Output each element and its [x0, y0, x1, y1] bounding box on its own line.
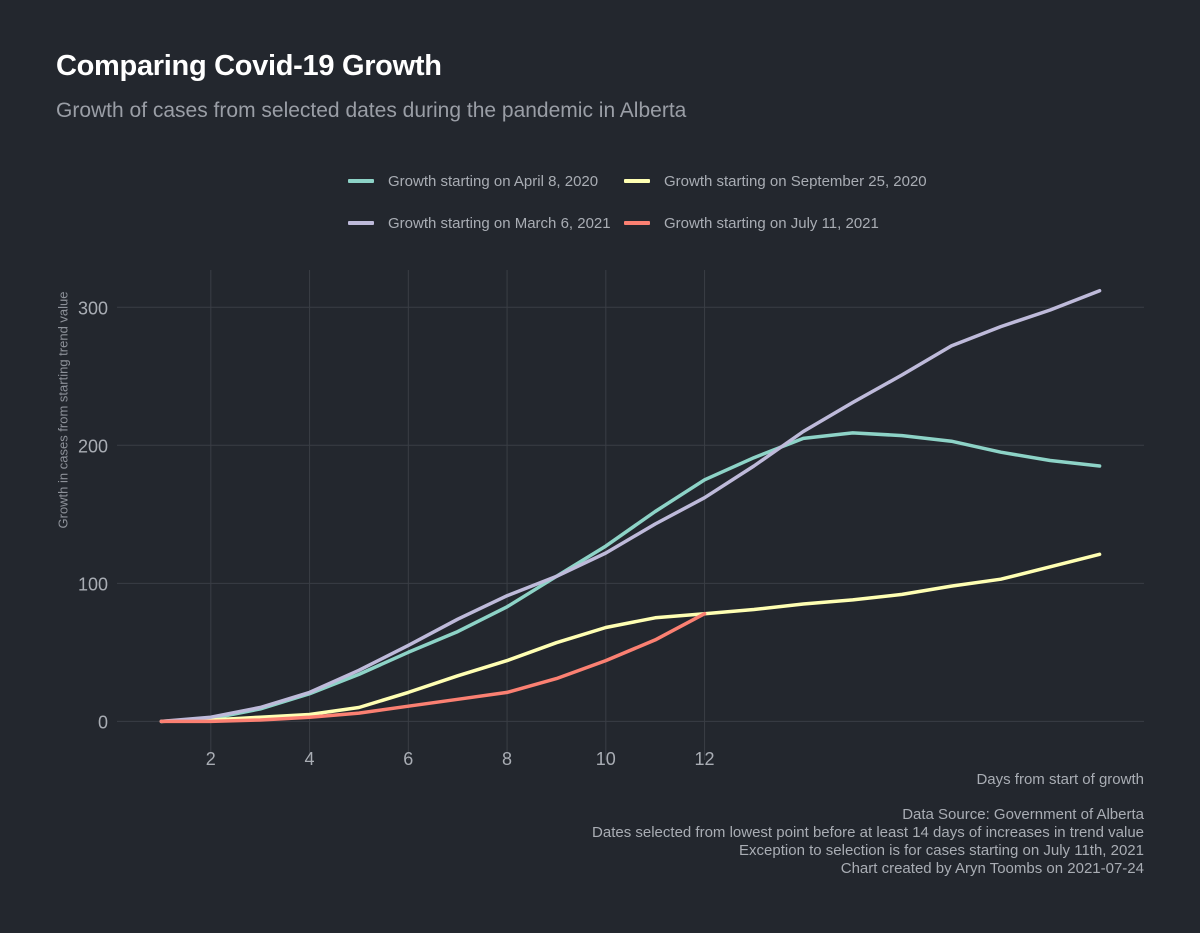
legend-label-march-2021: Growth starting on March 6, 2021 [388, 214, 611, 232]
legend-item-april-2020: Growth starting on April 8, 2020 [348, 171, 598, 191]
y-tick-label-100: 100 [78, 574, 108, 594]
legend-label-july-2021: Growth starting on July 11, 2021 [664, 214, 879, 232]
x-tick-label-10: 10 [596, 749, 616, 769]
legend-label-april-2020: Growth starting on April 8, 2020 [388, 172, 599, 190]
caption-line-source: Data Source: Government of Alberta [902, 806, 1144, 823]
y-tick-label-0: 0 [98, 712, 108, 732]
x-axis-label: Days from start of growth [976, 771, 1144, 788]
grid-lines [117, 270, 1144, 760]
x-tick-label-8: 8 [502, 749, 512, 769]
x-tick-label-2: 2 [206, 749, 216, 769]
caption-line-selection: Dates selected from lowest point before … [592, 824, 1144, 841]
legend-swatch-july-2021 [624, 221, 650, 225]
x-tick-label-4: 4 [305, 749, 315, 769]
chart-title: Comparing Covid-19 Growth [56, 50, 442, 82]
legend-swatch-april-2020 [348, 179, 374, 183]
x-tick-label-6: 6 [403, 749, 413, 769]
legend-label-september-2020: Growth starting on September 25, 2020 [664, 172, 927, 190]
series-line-2 [159, 288, 1102, 724]
y-tick-label-200: 200 [78, 436, 108, 456]
axis-tick-labels: 0 100 200 300 2 4 6 8 10 12 [78, 298, 715, 769]
chart-caption: Data Source: Government of Alberta Dates… [592, 806, 1144, 878]
x-tick-label-12: 12 [695, 749, 715, 769]
legend-item-july-2021: Growth starting on July 11, 2021 [624, 213, 879, 233]
caption-line-exception: Exception to selection is for cases star… [739, 842, 1144, 859]
legend-swatch-september-2020 [624, 179, 650, 183]
series-line-0 [159, 431, 1102, 724]
caption-line-credit: Chart created by Aryn Toombs on 2021-07-… [840, 860, 1144, 877]
legend-swatch-march-2021 [348, 221, 374, 225]
series-line-1 [159, 552, 1102, 724]
series-lines [159, 288, 1102, 724]
legend-item-september-2020: Growth starting on September 25, 2020 [624, 171, 927, 191]
y-axis-label: Growth in cases from starting trend valu… [55, 291, 71, 529]
y-tick-label-300: 300 [78, 298, 108, 318]
series-line-3 [159, 611, 707, 724]
legend-item-march-2021: Growth starting on March 6, 2021 [348, 213, 611, 233]
chart-subtitle: Growth of cases from selected dates duri… [56, 99, 687, 122]
